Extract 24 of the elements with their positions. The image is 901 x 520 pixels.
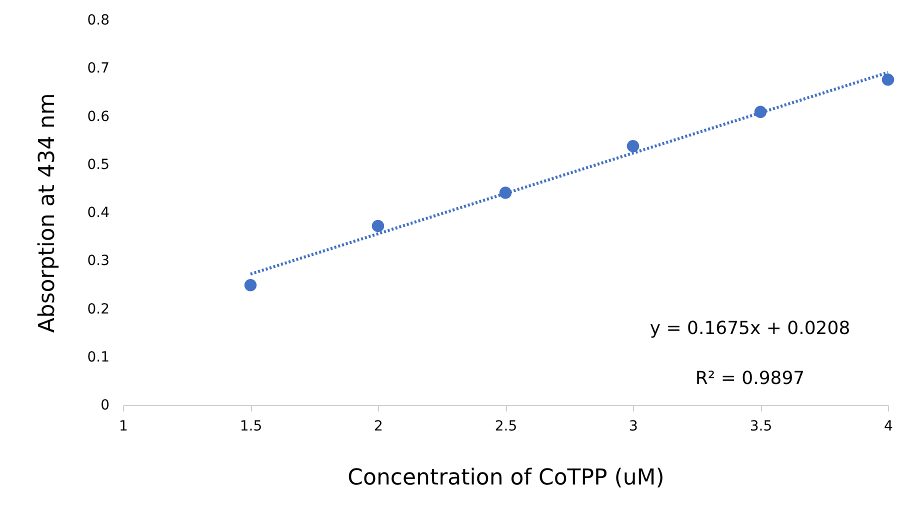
annotation: y = 0.1675x + 0.0208 xyxy=(650,318,850,339)
point xyxy=(372,220,384,232)
y-tick-label: 0.7 xyxy=(87,60,110,77)
y-tick-label: 0 xyxy=(100,398,110,414)
y-axis-title: Absorption at 434 nm xyxy=(35,93,60,333)
x-tick-label: 1.5 xyxy=(240,418,262,434)
x-tick-label: 3 xyxy=(629,418,638,434)
point xyxy=(244,279,257,292)
y-tick-label: 0.4 xyxy=(87,205,110,221)
y-tick-label: 0.5 xyxy=(87,156,110,173)
x-tick-label: 1 xyxy=(119,418,128,434)
annotation: R² = 0.9897 xyxy=(695,368,805,389)
y-tick-label: 0.1 xyxy=(87,349,110,366)
x-axis-title: Concentration of CoTPP (uM) xyxy=(348,466,664,490)
y-tick-label: 0.8 xyxy=(87,12,110,28)
point xyxy=(882,74,894,86)
x-tick-label: 3.5 xyxy=(750,418,772,434)
point xyxy=(626,140,640,152)
y-tick-label: 0.6 xyxy=(87,108,110,125)
x-tick-label: 2.5 xyxy=(494,418,518,434)
x-tick-label: 4 xyxy=(884,418,894,434)
x-tick-label: 2 xyxy=(374,418,383,434)
y-tick-label: 0.2 xyxy=(87,301,110,318)
y-tick-label: 0.3 xyxy=(87,253,110,270)
